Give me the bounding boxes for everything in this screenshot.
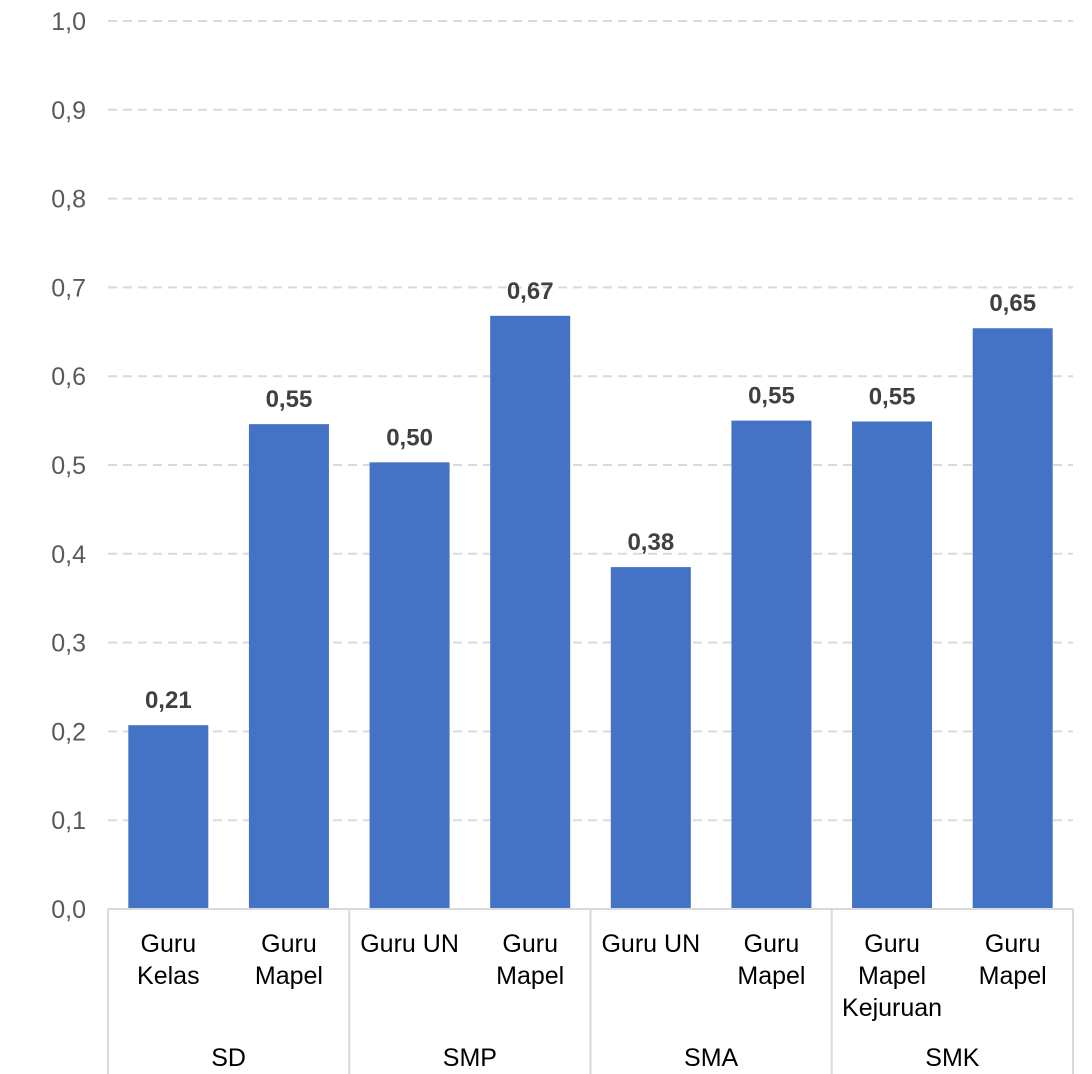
data-label: 0,67 — [507, 278, 554, 305]
data-label: 0,65 — [989, 290, 1036, 317]
y-tick-label: 0,1 — [51, 807, 86, 835]
bar — [610, 567, 691, 909]
category-label: Guru Mapel Kejuruan — [842, 930, 942, 1022]
category-label: Guru Mapel — [255, 930, 323, 990]
y-tick-label: 0,0 — [51, 896, 86, 924]
bar — [369, 462, 450, 909]
group-label: SMK — [925, 1044, 980, 1072]
y-tick-label: 0,7 — [51, 274, 86, 302]
data-label: 0,50 — [386, 424, 433, 451]
bar — [128, 725, 209, 909]
bar — [490, 315, 571, 909]
category-label: Guru Mapel — [737, 930, 805, 990]
data-label: 0,55 — [869, 383, 916, 410]
data-labels: 0,21 0,55 0,50 0,67 0,38 0,55 0,55 0,65 — [145, 278, 1036, 714]
group-label: SMP — [443, 1044, 497, 1072]
data-label: 0,55 — [266, 386, 313, 413]
y-tick-label: 0,9 — [51, 97, 86, 125]
group-label: SD — [211, 1044, 246, 1072]
bar — [852, 421, 933, 909]
y-tick-label: 0,5 — [51, 452, 86, 480]
category-label: Guru Mapel — [979, 930, 1047, 990]
gridlines — [108, 20, 1073, 822]
bar — [972, 328, 1053, 909]
category-label: Guru UN — [601, 930, 700, 958]
y-tick-label: 0,3 — [51, 630, 86, 658]
y-tick-label: 0,6 — [51, 363, 86, 391]
category-label: Guru Kelas — [137, 930, 200, 990]
category-label: Guru Mapel — [496, 930, 564, 990]
x-axis: Guru Kelas Guru Mapel Guru UN Guru Mapel Guru U… — [107, 908, 1074, 1074]
y-tick-label: 1,0 — [51, 8, 86, 36]
data-label: 0,21 — [145, 687, 192, 714]
y-axis-ticks: 0,0 0,1 0,2 0,3 0,4 0,5 0,6 0,7 0,8 0,9 1,0 — [51, 8, 86, 924]
group-label: SMA — [684, 1044, 739, 1072]
bar — [731, 420, 812, 909]
bars — [128, 315, 1053, 909]
data-label: 0,38 — [627, 529, 674, 556]
category-label: Guru UN — [360, 930, 459, 958]
y-tick-label: 0,2 — [51, 718, 86, 746]
bar — [248, 424, 329, 909]
data-label: 0,55 — [748, 383, 795, 410]
y-tick-label: 0,8 — [51, 186, 86, 214]
y-tick-label: 0,4 — [51, 541, 86, 569]
